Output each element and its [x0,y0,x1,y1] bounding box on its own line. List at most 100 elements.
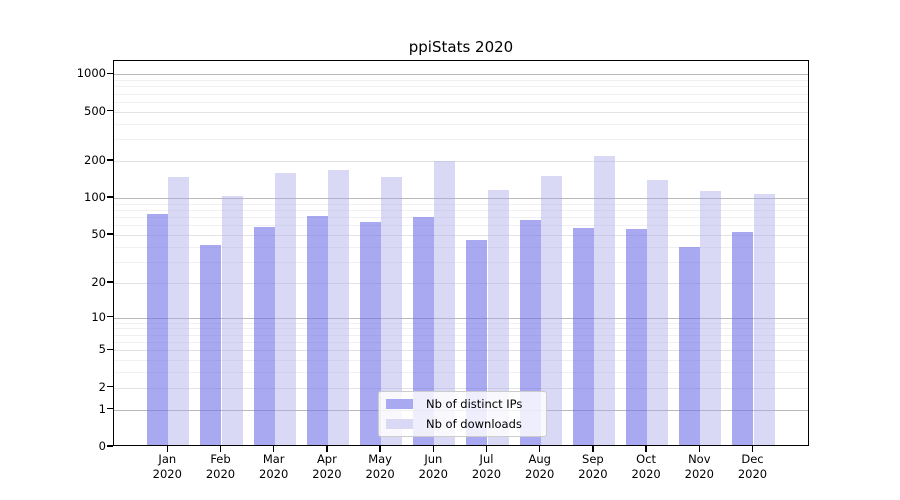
bar-distinct-ips-aug [519,219,541,445]
bar-downloads-dec [753,193,775,445]
legend-swatch-downloads [386,418,413,429]
minor-gridline [114,93,808,95]
y-tick-label: 500 [84,103,106,118]
y-tick-label: 50 [91,226,106,241]
x-tick-mark [538,446,541,452]
major-gridline [114,387,808,389]
x-tick-label: Aug 2020 [525,452,555,481]
x-tick-label: Feb 2020 [205,452,236,481]
y-tick-label: 1 [98,401,106,416]
bar-distinct-ips-may [359,221,382,445]
y-tick-label: 0 [98,439,106,453]
legend-label-downloads: Nb of downloads [426,416,522,431]
y-tick-label: 200 [84,152,106,167]
legend-item-downloads: Nb of downloads [386,414,546,434]
minor-gridline [114,334,808,336]
bar-distinct-ips-mar [253,226,275,445]
minor-gridline [114,322,808,324]
minor-gridline [114,261,808,263]
bar-distinct-ips-nov [679,247,701,445]
major-gridline [114,74,808,76]
bar-downloads-may [381,176,403,445]
legend-item-distinct-ips: Nb of distinct IPs [386,394,546,414]
x-tick-mark [592,446,594,452]
minor-gridline [114,342,808,344]
minor-gridline [114,80,808,82]
minor-gridline [114,101,808,103]
major-gridline [114,111,808,113]
bar-distinct-ips-feb [200,244,222,445]
bar-downloads-jan [168,176,190,445]
x-tick-label: Jul 2020 [471,452,502,481]
x-tick-label: Dec 2020 [737,452,768,481]
minor-gridline [114,360,808,362]
x-tick-mark [272,446,275,452]
x-tick-mark [326,446,328,452]
x-tick-mark [645,446,647,452]
major-gridline [114,160,808,162]
minor-gridline [114,139,808,141]
major-gridline [114,317,808,319]
x-tick-mark [751,446,754,452]
minor-gridline [114,225,808,227]
y-tick-mark [106,233,113,235]
y-tick-label: 5 [98,342,106,357]
y-tick-mark [106,196,113,198]
bar-downloads-apr [327,169,350,445]
bar-downloads-aug [540,175,562,445]
x-tick-mark [379,446,381,452]
legend-swatch-distinct-ips [386,398,413,409]
x-tick-label: May 2020 [365,452,395,481]
y-tick-label: 2 [98,379,106,394]
y-tick-label: 1000 [76,66,106,81]
y-tick-mark [106,348,113,351]
bar-distinct-ips-jun [413,217,435,445]
bar-distinct-ips-jan [147,213,169,445]
bar-downloads-feb [221,195,243,445]
major-gridline [114,282,808,284]
x-tick-mark [698,446,701,452]
x-tick-label: Mar 2020 [259,452,289,481]
minor-gridline [114,203,808,205]
y-tick-mark [106,385,113,388]
bar-downloads-jun [434,161,456,445]
minor-gridline [114,217,808,219]
y-tick-mark [106,407,113,410]
x-tick-mark [432,446,435,452]
x-tick-label: Oct 2020 [631,452,661,481]
y-tick-mark [106,159,113,161]
major-gridline [114,198,808,200]
minor-gridline [114,209,808,211]
x-tick-label: Apr 2020 [312,452,342,481]
bar-downloads-oct [647,180,669,445]
bar-distinct-ips-sep [572,227,594,445]
minor-gridline [114,86,808,88]
y-tick-mark [106,109,113,112]
minor-gridline [114,328,808,330]
y-tick-label: 100 [84,190,106,205]
chart-title: ppiStats 2020 [408,38,514,56]
legend: Nb of distinct IPs Nb of downloads [378,390,547,437]
bar-downloads-jul [487,190,509,445]
y-tick-mark [106,315,113,318]
y-tick-mark [106,281,113,283]
x-tick-mark [485,446,488,452]
x-tick-mark [219,446,222,452]
bar-downloads-mar [274,173,296,445]
y-tick-mark [106,72,113,75]
x-tick-label: Jun 2020 [418,452,448,481]
major-gridline [114,234,808,236]
bar-distinct-ips-oct [625,228,648,445]
minor-gridline [114,246,808,248]
bar-downloads-sep [593,156,616,445]
y-tick-mark [106,445,113,447]
y-tick-label: 10 [91,309,106,324]
bar-distinct-ips-apr [306,215,328,445]
y-tick-label: 20 [91,274,106,289]
bar-distinct-ips-dec [732,231,754,445]
legend-label-distinct-ips: Nb of distinct IPs [426,396,523,411]
major-gridline [114,350,808,352]
x-tick-label: Jan 2020 [152,452,182,481]
bar-downloads-nov [700,191,722,445]
plot-area [113,59,809,446]
